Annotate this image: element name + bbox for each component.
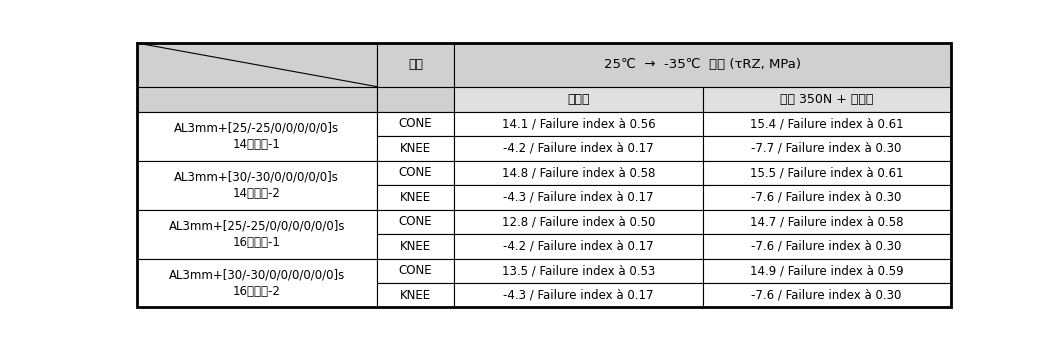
Bar <box>377 136 454 161</box>
Text: 15.4 / Failure index à 0.61: 15.4 / Failure index à 0.61 <box>750 118 904 130</box>
Bar <box>454 87 702 112</box>
Text: AL3mm+[30/-30/0/0/0/0/0]s
14플라이-2: AL3mm+[30/-30/0/0/0/0/0]s 14플라이-2 <box>174 170 340 200</box>
Text: 14.1 / Failure index à 0.56: 14.1 / Failure index à 0.56 <box>502 118 656 130</box>
Text: KNEE: KNEE <box>400 289 431 302</box>
Text: -7.6 / Failure index à 0.30: -7.6 / Failure index à 0.30 <box>751 240 902 253</box>
Bar <box>454 234 702 259</box>
Bar <box>137 112 377 161</box>
Bar <box>702 136 951 161</box>
Text: 14.9 / Failure index à 0.59: 14.9 / Failure index à 0.59 <box>750 264 904 277</box>
Text: 15.5 / Failure index à 0.61: 15.5 / Failure index à 0.61 <box>750 167 903 179</box>
Bar <box>454 112 702 136</box>
Text: CONE: CONE <box>399 264 433 277</box>
Text: -4.2 / Failure index à 0.17: -4.2 / Failure index à 0.17 <box>503 240 654 253</box>
Bar <box>454 210 702 234</box>
Bar <box>377 234 454 259</box>
Text: -4.2 / Failure index à 0.17: -4.2 / Failure index à 0.17 <box>503 142 654 155</box>
Text: CONE: CONE <box>399 215 433 228</box>
Bar <box>702 112 951 136</box>
Bar <box>702 283 951 307</box>
Text: 13.5 / Failure index à 0.53: 13.5 / Failure index à 0.53 <box>502 264 655 277</box>
Bar <box>377 185 454 210</box>
Text: AL3mm+[25/-25/0/0/0/0/0]s
14플라이-1: AL3mm+[25/-25/0/0/0/0/0]s 14플라이-1 <box>174 121 340 151</box>
Bar <box>377 259 454 283</box>
Text: CONE: CONE <box>399 118 433 130</box>
Bar <box>454 161 702 185</box>
Text: -7.6 / Failure index à 0.30: -7.6 / Failure index à 0.30 <box>751 289 902 302</box>
Text: AL3mm+[25/-25/0/0/0/0/0/0]s
16플라이-1: AL3mm+[25/-25/0/0/0/0/0/0]s 16플라이-1 <box>169 219 345 249</box>
Bar <box>137 43 377 87</box>
Bar <box>137 210 377 259</box>
Bar <box>702 185 951 210</box>
Bar <box>454 43 951 87</box>
Bar <box>702 87 951 112</box>
Text: 파트: 파트 <box>408 58 423 71</box>
Text: -7.6 / Failure index à 0.30: -7.6 / Failure index à 0.30 <box>751 191 902 204</box>
Text: 14.8 / Failure index à 0.58: 14.8 / Failure index à 0.58 <box>502 167 655 179</box>
Text: 14.7 / Failure index à 0.58: 14.7 / Failure index à 0.58 <box>750 215 903 228</box>
Bar <box>454 283 702 307</box>
Text: 12.8 / Failure index à 0.50: 12.8 / Failure index à 0.50 <box>502 215 655 228</box>
Text: AL3mm+[30/-30/0/0/0/0/0/0]s
16플라이-2: AL3mm+[30/-30/0/0/0/0/0/0]s 16플라이-2 <box>169 268 345 298</box>
Bar <box>377 43 454 87</box>
Text: -4.3 / Failure index à 0.17: -4.3 / Failure index à 0.17 <box>503 191 654 204</box>
Bar <box>137 161 377 210</box>
Text: KNEE: KNEE <box>400 142 431 155</box>
Text: 하중 350N + 열응력: 하중 350N + 열응력 <box>780 93 873 106</box>
Bar <box>137 87 377 112</box>
Text: CONE: CONE <box>399 167 433 179</box>
Text: -7.7 / Failure index à 0.30: -7.7 / Failure index à 0.30 <box>751 142 902 155</box>
Bar <box>702 210 951 234</box>
Bar <box>702 161 951 185</box>
Bar <box>377 283 454 307</box>
Bar <box>377 210 454 234</box>
Text: KNEE: KNEE <box>400 191 431 204</box>
Text: KNEE: KNEE <box>400 240 431 253</box>
Text: -4.3 / Failure index à 0.17: -4.3 / Failure index à 0.17 <box>503 289 654 302</box>
Text: 25℃  →  -35℃  조건 (τRZ, MPa): 25℃ → -35℃ 조건 (τRZ, MPa) <box>604 58 801 71</box>
Bar <box>454 136 702 161</box>
Text: 열응력: 열응력 <box>568 93 590 106</box>
Bar <box>137 259 377 307</box>
Bar <box>377 161 454 185</box>
Bar <box>702 259 951 283</box>
Bar <box>377 112 454 136</box>
Bar <box>454 259 702 283</box>
Bar <box>702 234 951 259</box>
Bar <box>377 87 454 112</box>
Bar <box>454 185 702 210</box>
